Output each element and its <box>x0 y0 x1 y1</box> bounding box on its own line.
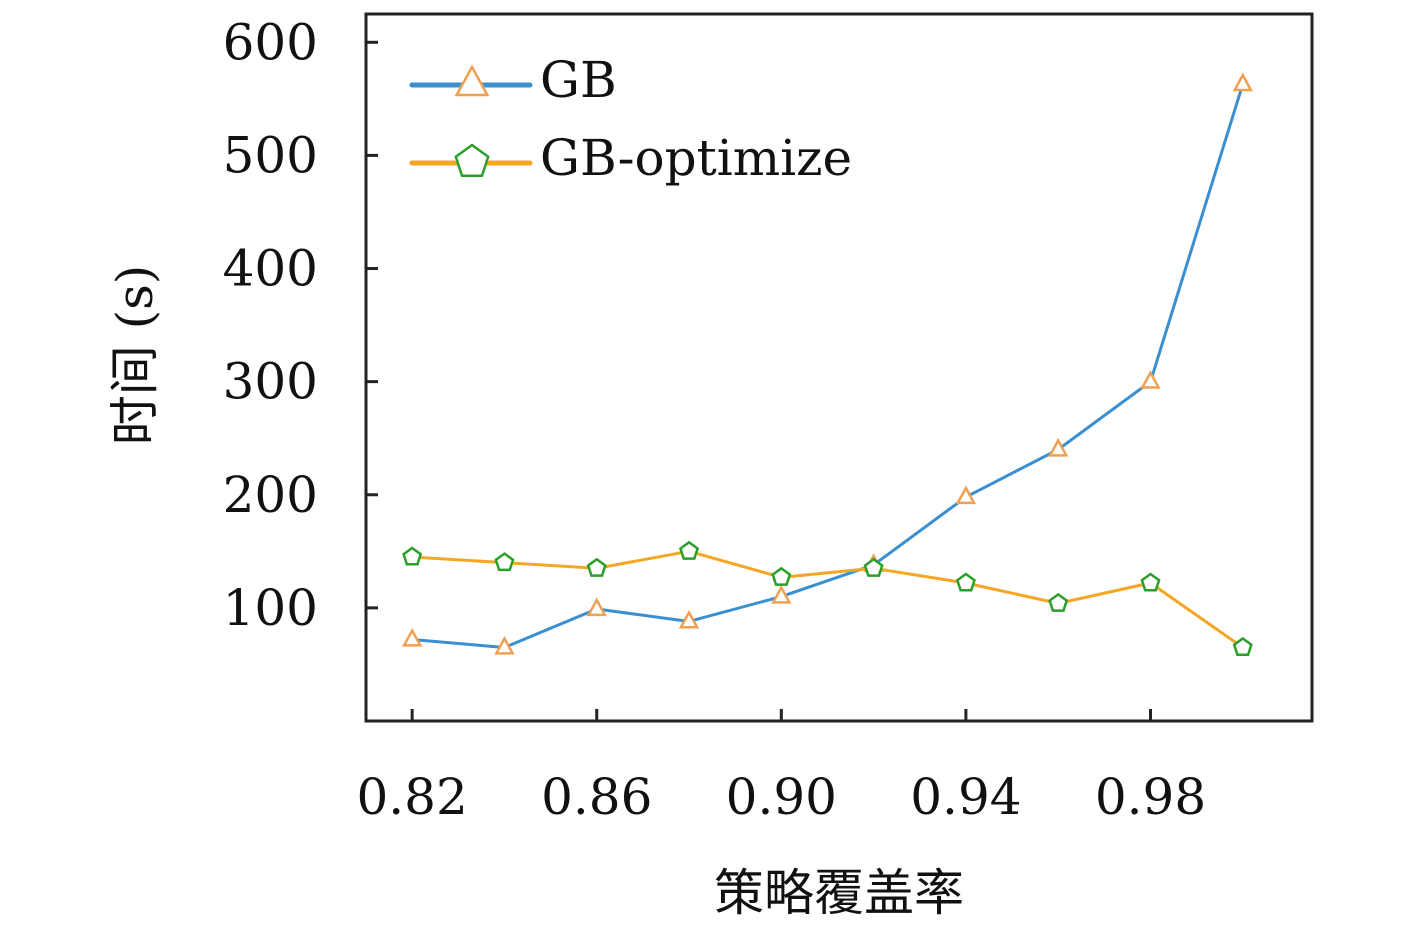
data-point <box>771 584 792 604</box>
x-tick-label: 0.94 <box>910 768 1021 826</box>
x-tick-label: 0.82 <box>356 768 467 826</box>
plot-frame <box>364 12 1314 723</box>
y-tick-label: 400 <box>223 240 318 298</box>
y-tick-label: 300 <box>223 353 318 411</box>
legend-label: GB <box>540 51 617 109</box>
series-layer <box>401 72 1253 656</box>
data-point <box>494 635 515 655</box>
legend-marker <box>454 143 490 177</box>
y-axis-ticks <box>366 40 378 610</box>
y-tick-label: 200 <box>223 466 318 524</box>
x-tick-label: 0.90 <box>726 768 837 826</box>
legend-marker <box>454 64 490 97</box>
data-point <box>494 552 515 572</box>
y-tick-label: 500 <box>223 126 318 184</box>
data-point <box>955 572 976 592</box>
data-point <box>586 597 607 617</box>
data-point <box>678 540 700 560</box>
data-point <box>1140 370 1161 389</box>
data-point <box>771 566 792 586</box>
y-axis-tick-labels: 100 200 300 400 500 600 <box>223 13 318 637</box>
x-axis-ticks <box>410 709 1152 721</box>
x-tick-label: 0.98 <box>1095 768 1206 826</box>
data-point <box>678 609 700 629</box>
series-1 <box>402 540 1253 656</box>
data-point <box>1047 437 1069 457</box>
legend-label: GB-optimize <box>540 129 852 187</box>
legend: GB GB-optimize <box>409 51 852 187</box>
data-point <box>586 557 607 577</box>
x-axis-title: 策略覆盖率 <box>714 864 964 922</box>
series-line <box>412 83 1245 649</box>
x-tick-label: 0.86 <box>541 768 652 826</box>
legend-item: GB-optimize <box>409 129 852 187</box>
data-point <box>955 485 977 505</box>
legend-item: GB <box>409 51 617 109</box>
data-point <box>1232 636 1253 656</box>
y-tick-label: 600 <box>223 13 318 71</box>
series-line <box>412 549 1244 649</box>
data-point <box>1140 572 1161 592</box>
data-point <box>402 546 423 566</box>
data-point <box>863 557 884 577</box>
data-point <box>401 627 423 647</box>
y-axis-title: 时间 (s) <box>106 265 164 446</box>
y-tick-label: 100 <box>223 579 318 637</box>
data-point <box>1048 592 1069 612</box>
data-point <box>1232 72 1253 92</box>
x-axis-tick-labels: 0.82 0.86 0.90 0.94 0.98 <box>356 768 1206 826</box>
